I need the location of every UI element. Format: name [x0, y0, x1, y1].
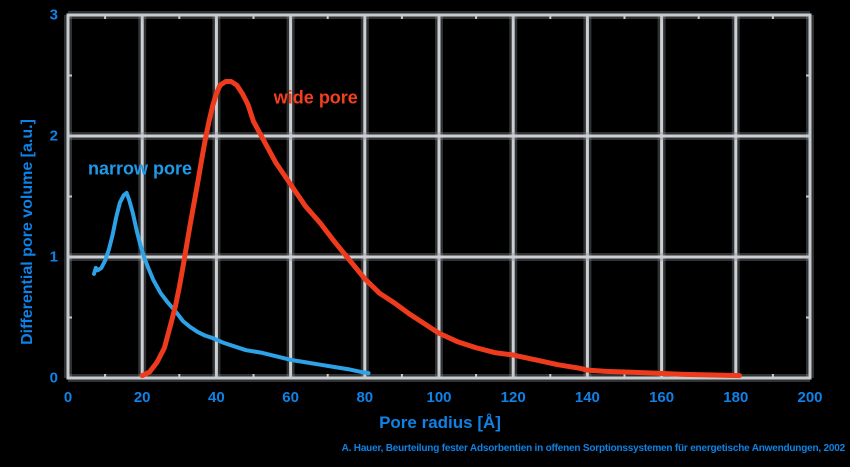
- y-tick-label: 0: [49, 369, 58, 387]
- y-tick-label: 3: [49, 6, 58, 24]
- y-axis-label: Differential pore volume [a.u.]: [19, 119, 36, 345]
- y-tick-label: 2: [49, 127, 58, 145]
- x-tick-label: 40: [208, 389, 225, 406]
- x-tick-label: 0: [63, 389, 73, 406]
- x-tick-label: 140: [574, 389, 600, 406]
- x-tick-label: 100: [426, 389, 452, 406]
- x-tick-label: 80: [356, 389, 374, 406]
- x-tick-label: 200: [797, 389, 823, 406]
- x-tick-label: 20: [133, 389, 151, 406]
- x-tick-label: 160: [649, 389, 675, 406]
- y-tick-label: 1: [49, 248, 58, 266]
- source-caption: A. Hauer, Beurteilung fester Adsorbentie…: [341, 443, 846, 454]
- wide-pore-curve: [139, 79, 743, 379]
- narrow-pore-series-label: narrow pore: [87, 158, 192, 179]
- x-tick-label: 180: [723, 389, 749, 406]
- narrow-pore-curve: [91, 190, 371, 376]
- x-tick-label: 60: [282, 389, 299, 406]
- x-tick-label: 120: [500, 389, 526, 406]
- x-axis-label: Pore radius [Å]: [379, 413, 501, 432]
- wide-pore-series-label: wide pore: [273, 87, 358, 108]
